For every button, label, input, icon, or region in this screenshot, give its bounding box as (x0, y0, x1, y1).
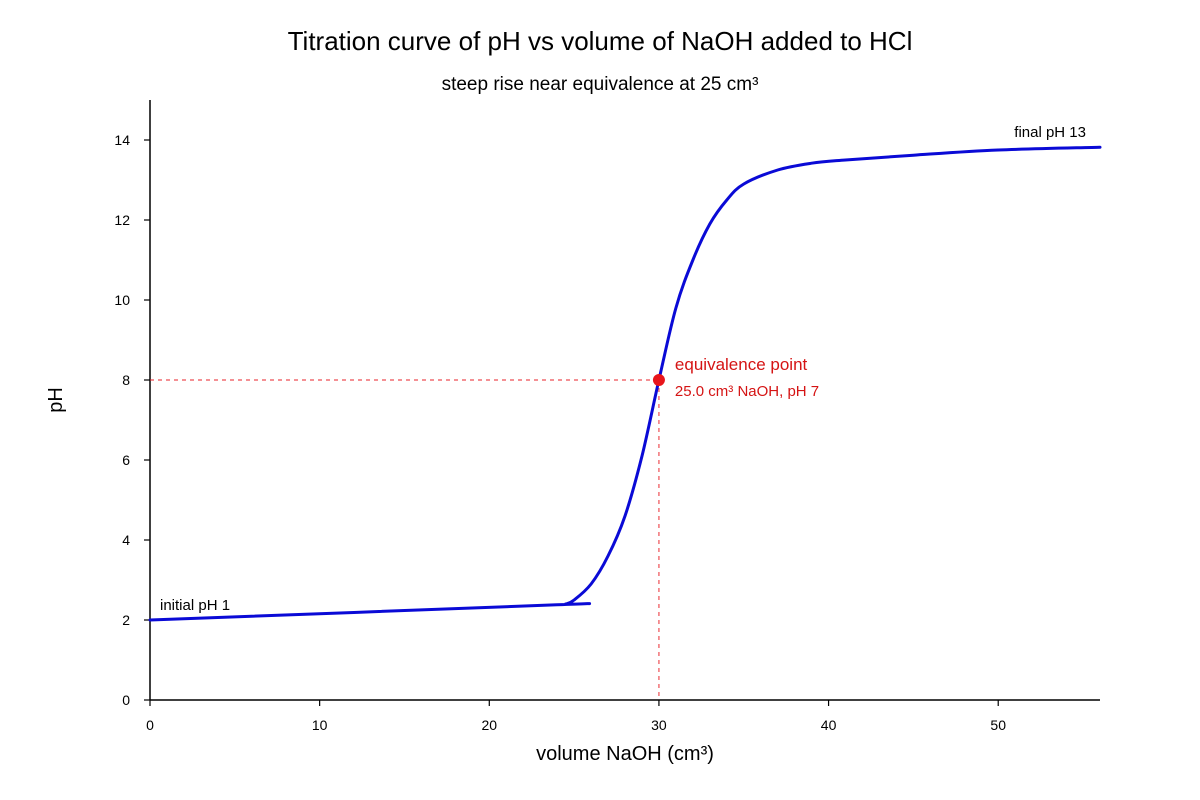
x-tick-label: 20 (481, 717, 497, 733)
chart-title: Titration curve of pH vs volume of NaOH … (288, 26, 913, 56)
final-ph-annotation: final pH 13 (1014, 124, 1086, 141)
equivalence-point-label: equivalence point (675, 355, 808, 374)
y-tick-label: 6 (122, 452, 130, 468)
x-tick-label: 10 (312, 717, 328, 733)
x-tick-label: 50 (990, 717, 1006, 733)
titration-curve (148, 145, 1102, 622)
equivalence-point-marker (652, 374, 665, 386)
y-tick-label: 12 (114, 212, 130, 228)
y-tick-label: 10 (114, 292, 130, 308)
plot-area: 0 10 20 30 40 50 0 2 4 6 8 10 12 14 equivalence point 2… (114, 100, 1102, 733)
equivalence-point-sublabel: 25.0 cm³ NaOH, pH 7 (675, 383, 819, 400)
initial-ph-annotation: initial pH 1 (160, 597, 230, 614)
y-tick-label: 0 (122, 692, 130, 708)
x-tick-label: 30 (651, 717, 667, 733)
y-axis-label: pH (45, 387, 67, 413)
chart-subtitle: steep rise near equivalence at 25 cm³ (442, 74, 759, 95)
x-tick-label: 40 (821, 717, 837, 733)
y-tick-label: 2 (122, 612, 130, 628)
x-axis-label: volume NaOH (cm³) (536, 743, 714, 765)
x-tick-label: 0 (146, 717, 154, 733)
y-tick-label: 14 (114, 132, 130, 148)
y-tick-label: 4 (122, 532, 130, 548)
y-tick-label: 8 (122, 372, 130, 388)
